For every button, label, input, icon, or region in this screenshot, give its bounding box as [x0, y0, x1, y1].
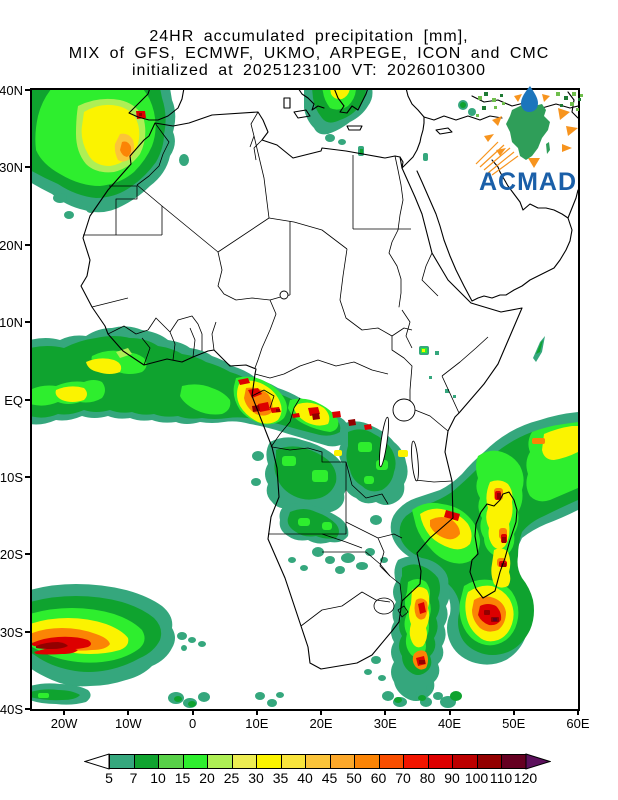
- y-axis-tick: [25, 398, 31, 401]
- y-axis-label: 10N: [0, 315, 23, 331]
- lake-tanganyika: [378, 416, 390, 468]
- colorbar-label: 45: [321, 770, 338, 786]
- y-axis-label: 10S: [0, 469, 23, 485]
- title-line-1: 24HR accumulated precipitation [mm],: [149, 28, 469, 45]
- colorbar-label: 5: [105, 770, 113, 786]
- x-axis-tick: [191, 709, 194, 715]
- title-line-2: MIX of GFS, ECMWF, UKMO, ARPEGE, ICON an…: [68, 45, 550, 62]
- africa-precipitation-map: [30, 88, 580, 711]
- coastlines: [80, 90, 578, 670]
- y-axis-tick: [25, 243, 31, 246]
- colorbar-cell: [378, 754, 404, 769]
- y-axis-label: 40S: [0, 702, 23, 717]
- logo-water-drop-icon: [521, 86, 538, 112]
- colorbar-over-arrow: [525, 753, 551, 770]
- y-axis-label: 20S: [0, 547, 23, 563]
- colorbar-label: 60: [370, 770, 387, 786]
- lakes: [279, 290, 419, 482]
- colorbar-cell: [133, 754, 159, 769]
- logo-text: ACMAD: [479, 168, 577, 194]
- colorbar-cell: [109, 754, 135, 769]
- colorbar-label: 30: [248, 770, 264, 786]
- colorbar-label: 25: [223, 770, 240, 786]
- y-axis-tick: [25, 166, 31, 169]
- logo-madagascar: [546, 142, 550, 154]
- y-axis-label: EQ: [4, 392, 23, 408]
- x-axis-tick: [63, 709, 66, 715]
- colorbar-label: 120: [513, 770, 538, 786]
- colorbar-label: 50: [346, 770, 362, 786]
- colorbar-label: 110: [489, 770, 513, 786]
- x-axis-tick: [320, 709, 323, 715]
- x-axis-label: 60E: [566, 716, 590, 731]
- colorbar-cell: [305, 754, 331, 769]
- colorbar-label: 70: [395, 770, 411, 786]
- x-axis-label: 20W: [50, 716, 78, 731]
- x-axis-tick: [512, 709, 515, 715]
- colorbar-label: 35: [272, 770, 289, 786]
- x-axis-label: 40E: [437, 716, 462, 731]
- colorbar-cell: [207, 754, 233, 769]
- colorbar-cell: [158, 754, 184, 769]
- country-borders: [83, 111, 489, 627]
- y-axis-label: 30S: [0, 624, 23, 640]
- lake-chad: [279, 290, 289, 300]
- x-axis-tick: [448, 709, 451, 715]
- colorbar-label: 100: [464, 770, 489, 786]
- colorbar-label: 15: [174, 770, 191, 786]
- colorbar-cell: [354, 754, 380, 769]
- y-axis-tick: [25, 89, 31, 91]
- colorbar-label: 80: [419, 770, 436, 786]
- colorbar-label: 10: [150, 770, 166, 786]
- x-axis-label: 10W: [114, 716, 142, 731]
- y-axis-tick: [25, 708, 31, 710]
- x-axis-label: 20E: [309, 716, 333, 731]
- colorbar-label: 7: [129, 770, 138, 786]
- y-axis-label: 30N: [0, 160, 23, 176]
- lake-malawi: [411, 440, 419, 482]
- colorbar-cell: [427, 754, 453, 769]
- map-canvas: [32, 90, 578, 708]
- colorbar-cell: [231, 754, 257, 769]
- title-line-3: initialized at 2025123100 VT: 2026010300: [131, 62, 487, 79]
- colorbar-cell: [182, 754, 208, 769]
- colorbar-cell: [403, 754, 429, 769]
- y-axis-tick: [25, 321, 31, 324]
- x-axis-tick: [384, 709, 387, 715]
- colorbar-cell: [256, 754, 282, 769]
- colorbar-label: 20: [199, 770, 215, 786]
- x-axis-label: 0: [188, 716, 197, 731]
- logo-leaf-cluster: [476, 92, 583, 117]
- colorbar-cell: [329, 754, 355, 769]
- logo-triangles: [484, 94, 578, 168]
- x-axis-tick: [255, 709, 258, 715]
- precipitation-colorbar: 5 7 10 15 20 25 30 35 40 45 50 60 70 80 90 100 110 120: [0, 753, 618, 794]
- y-axis-tick: [25, 475, 31, 478]
- y-axis-tick: [25, 553, 31, 556]
- x-axis-label: 30E: [373, 716, 397, 731]
- colorbar-cell: [476, 754, 502, 769]
- logo-ray-fan: [475, 141, 519, 176]
- colorbar-cell: [452, 754, 478, 769]
- colorbar-cell: [280, 754, 306, 769]
- colorbar-label: 90: [444, 770, 460, 786]
- x-axis-tick: [577, 709, 579, 715]
- colorbar-cell: [501, 754, 527, 769]
- colorbar-label: 40: [297, 770, 313, 786]
- y-axis-tick: [25, 630, 31, 633]
- y-axis-label: 40N: [0, 83, 23, 98]
- logo-africa-silhouette: [506, 104, 550, 160]
- chart-title: 24HR accumulated precipitation [mm], MIX…: [0, 28, 618, 79]
- x-axis-label: 50E: [502, 716, 526, 731]
- precipitation-shading: [32, 90, 578, 708]
- y-axis-label: 20N: [0, 237, 23, 253]
- x-axis-label: 10E: [245, 716, 269, 731]
- acmad-logo: ACMAD: [472, 86, 584, 196]
- lake-victoria: [392, 398, 416, 422]
- x-axis-tick: [127, 709, 130, 715]
- colorbar-under-arrow: [84, 753, 110, 770]
